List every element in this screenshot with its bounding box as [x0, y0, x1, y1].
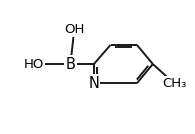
Text: HO: HO — [23, 58, 44, 71]
Text: OH: OH — [64, 23, 84, 36]
Text: B: B — [66, 57, 75, 72]
Text: N: N — [89, 76, 99, 91]
Text: CH₃: CH₃ — [162, 77, 186, 90]
